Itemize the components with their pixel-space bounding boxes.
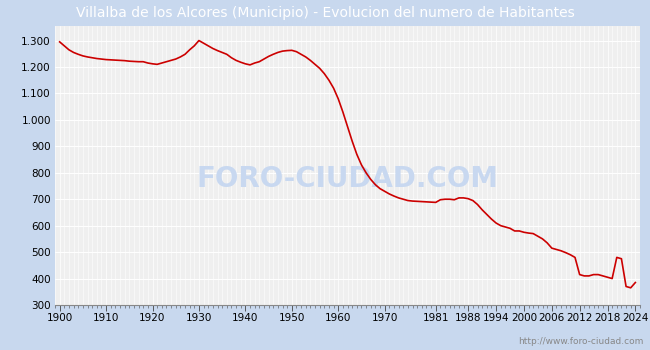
Text: http://www.foro-ciudad.com: http://www.foro-ciudad.com	[518, 337, 644, 346]
Text: FORO-CIUDAD.COM: FORO-CIUDAD.COM	[196, 166, 499, 194]
Text: Villalba de los Alcores (Municipio) - Evolucion del numero de Habitantes: Villalba de los Alcores (Municipio) - Ev…	[75, 6, 575, 20]
